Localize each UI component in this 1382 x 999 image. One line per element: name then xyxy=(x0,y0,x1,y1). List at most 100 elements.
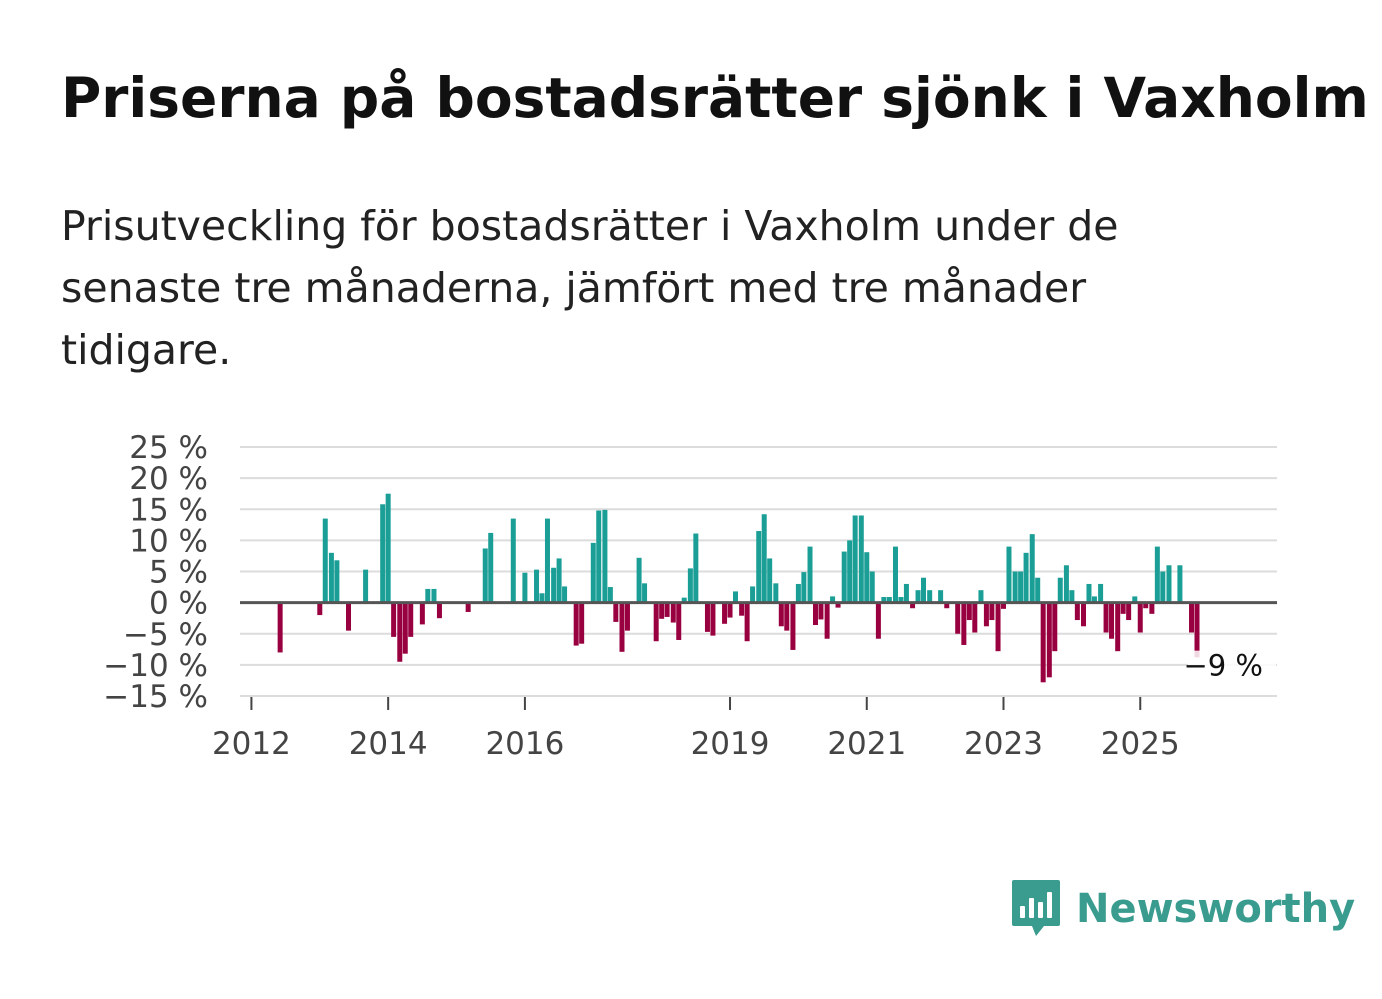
bar xyxy=(624,602,630,631)
bar xyxy=(824,602,830,639)
bar xyxy=(869,571,875,603)
bar xyxy=(408,602,414,637)
bar xyxy=(767,558,773,603)
bar xyxy=(436,602,442,619)
bar xyxy=(756,531,762,603)
bar xyxy=(653,602,659,642)
bar xyxy=(573,602,579,646)
bar xyxy=(522,572,528,603)
bar xyxy=(1081,602,1087,627)
bar xyxy=(1091,596,1097,603)
bar xyxy=(465,602,471,612)
bar xyxy=(1086,583,1092,603)
bar xyxy=(642,583,648,603)
bar xyxy=(761,514,767,603)
bar xyxy=(727,602,733,618)
bar xyxy=(1052,602,1058,652)
bar xyxy=(687,568,693,603)
bar xyxy=(732,591,738,603)
bar xyxy=(1012,571,1018,603)
bar xyxy=(431,588,437,603)
bar xyxy=(1137,602,1143,633)
bar xyxy=(710,602,716,636)
bar xyxy=(1115,602,1121,652)
bar xyxy=(1194,602,1200,658)
bar xyxy=(534,569,540,603)
bar xyxy=(380,504,386,603)
bar xyxy=(1057,577,1063,603)
bar xyxy=(1166,565,1172,603)
bar xyxy=(966,602,972,621)
bar xyxy=(317,602,323,616)
bar xyxy=(1040,602,1046,683)
bar xyxy=(784,602,790,631)
bar xyxy=(676,602,682,640)
bar xyxy=(1098,583,1104,603)
chart-subtitle: Prisutveckling för bostadsrätter i Vaxho… xyxy=(61,202,1119,374)
bar xyxy=(818,602,824,620)
bar xyxy=(1103,602,1109,633)
bar xyxy=(881,597,887,603)
bar xyxy=(852,515,858,603)
bar xyxy=(346,602,352,631)
bar xyxy=(693,533,699,603)
annotation-bg xyxy=(1188,650,1276,687)
bar xyxy=(1149,602,1155,614)
bar xyxy=(328,552,334,603)
bar xyxy=(334,560,340,603)
y-tick-label: 20 % xyxy=(129,461,208,497)
x-tick-label: 2019 xyxy=(691,726,770,762)
bar xyxy=(397,602,403,662)
bar xyxy=(944,602,950,609)
brand-logo[interactable]: Newsworthy xyxy=(1010,877,1355,941)
bar xyxy=(1035,577,1041,603)
bar xyxy=(938,590,944,603)
newsworthy-logo-icon xyxy=(1012,880,1060,936)
bar xyxy=(812,602,818,626)
bar xyxy=(510,518,516,603)
bar xyxy=(972,602,978,633)
bar xyxy=(1154,546,1160,603)
bar xyxy=(562,586,568,603)
bar xyxy=(659,602,665,619)
x-tick-label: 2016 xyxy=(485,726,564,762)
annotations: −9 % xyxy=(1183,649,1276,687)
y-tick-label: −15 % xyxy=(103,679,208,715)
bar xyxy=(1029,534,1035,603)
y-tick-label: 5 % xyxy=(149,555,208,591)
x-tick-label: 2014 xyxy=(349,726,428,762)
bar xyxy=(927,590,933,603)
bar xyxy=(1120,602,1126,614)
bar xyxy=(1177,565,1183,603)
bar xyxy=(835,602,841,608)
y-tick-label: 15 % xyxy=(129,492,208,528)
y-tick-label: 25 % xyxy=(129,430,208,466)
bar xyxy=(841,551,847,603)
bar xyxy=(1063,565,1069,603)
bar xyxy=(1046,602,1052,678)
bar xyxy=(864,552,870,603)
bar xyxy=(995,602,1001,652)
bar xyxy=(1074,602,1080,621)
axes: 25 %20 %15 %10 %5 %0 %−5 %−10 %−15 %2012… xyxy=(103,430,1277,762)
bar xyxy=(402,602,408,654)
bar xyxy=(607,587,613,603)
bar xyxy=(778,602,784,627)
bar xyxy=(482,548,488,603)
bar xyxy=(739,602,745,616)
bar xyxy=(898,597,904,603)
bar xyxy=(1018,571,1024,603)
bar xyxy=(910,602,916,609)
x-tick-label: 2025 xyxy=(1101,726,1180,762)
bar xyxy=(915,590,921,603)
bars xyxy=(277,493,1200,683)
bar xyxy=(1189,602,1195,633)
bar xyxy=(385,493,391,603)
bar xyxy=(551,567,557,603)
bar xyxy=(773,583,779,603)
x-tick-label: 2012 xyxy=(212,726,291,762)
bar xyxy=(1006,546,1012,603)
bar xyxy=(1132,596,1138,603)
bar xyxy=(807,546,813,603)
bar xyxy=(1001,602,1007,609)
